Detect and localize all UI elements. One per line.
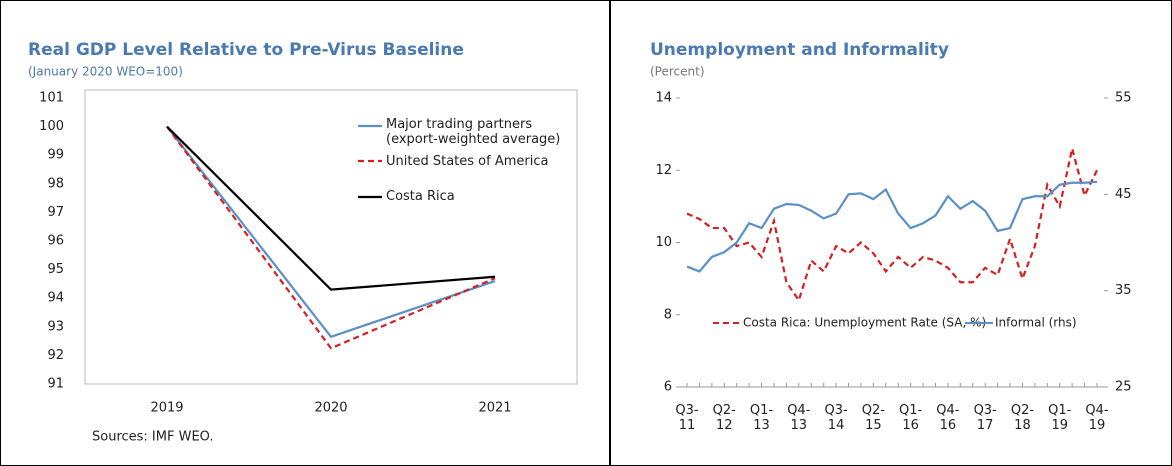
y-tick-label: 14 <box>655 91 672 106</box>
chart-subtitle: (Percent) <box>650 65 705 79</box>
y-tick-label: 12 <box>655 163 672 178</box>
chart-subtitle: (January 2020 WEO=100) <box>28 65 183 79</box>
y-tick-label: 100 <box>39 119 64 134</box>
y-tick-label: 8 <box>664 307 672 322</box>
x-tick-label: Q4- 13 <box>787 403 811 433</box>
legend-label: Major trading partners (export-weighted … <box>386 117 561 147</box>
series-line <box>686 148 1098 303</box>
series-line <box>166 125 496 291</box>
y-tick-label: 96 <box>47 234 64 249</box>
x-tick-label: Q1- 19 <box>1048 403 1072 433</box>
legend-label: Costa Rica <box>386 189 455 204</box>
chart-title: Real GDP Level Relative to Pre-Virus Bas… <box>28 40 464 60</box>
y-tick-label: 95 <box>47 262 64 277</box>
plot-border <box>84 89 578 385</box>
x-tick-label: Q1- 13 <box>749 403 774 433</box>
y-tick-label: 91 <box>47 377 64 392</box>
y-tick-label: 97 <box>47 205 64 220</box>
legend-label: Informal (rhs) <box>995 316 1077 330</box>
x-tick-label: 2019 <box>150 401 183 416</box>
legend-label: Costa Rica: Unemployment Rate (SA, %) <box>743 316 986 330</box>
x-tick-label: Q4- 16 <box>936 403 960 433</box>
y2-tick-label: 35 <box>1115 283 1132 298</box>
y2-tick-label: 45 <box>1115 187 1132 202</box>
x-tick-label: 2020 <box>314 401 347 416</box>
chart-title: Unemployment and Informality <box>650 40 949 60</box>
x-tick-label: 2021 <box>478 401 511 416</box>
source-note: Sources: IMF WEO. <box>92 430 214 445</box>
series-line <box>166 125 496 350</box>
x-tick-label: Q2- 15 <box>861 403 885 433</box>
x-tick-label: Q3- 17 <box>973 403 997 433</box>
y-tick-label: 101 <box>39 91 64 106</box>
y-tick-label: 6 <box>664 380 672 395</box>
series-line <box>686 180 1098 273</box>
y-tick-label: 94 <box>47 291 64 306</box>
y-tick-label: 93 <box>47 319 64 334</box>
x-tick-label: Q3- 11 <box>675 403 699 433</box>
x-tick-label: Q2- 18 <box>1010 403 1035 433</box>
y-tick-label: 92 <box>47 348 64 363</box>
y2-tick-label: 25 <box>1115 380 1132 395</box>
y-tick-label: 10 <box>655 235 672 250</box>
x-tick-label: Q1- 16 <box>899 403 923 433</box>
legend-label: United States of America <box>386 154 549 169</box>
x-tick-label: Q2- 12 <box>712 403 736 433</box>
y-tick-label: 99 <box>47 148 64 163</box>
x-tick-label: Q4- 19 <box>1085 403 1109 433</box>
series-line <box>166 125 496 339</box>
y2-tick-label: 55 <box>1115 91 1132 106</box>
x-tick-label: Q3- 14 <box>824 403 848 433</box>
y-tick-label: 98 <box>47 176 64 191</box>
